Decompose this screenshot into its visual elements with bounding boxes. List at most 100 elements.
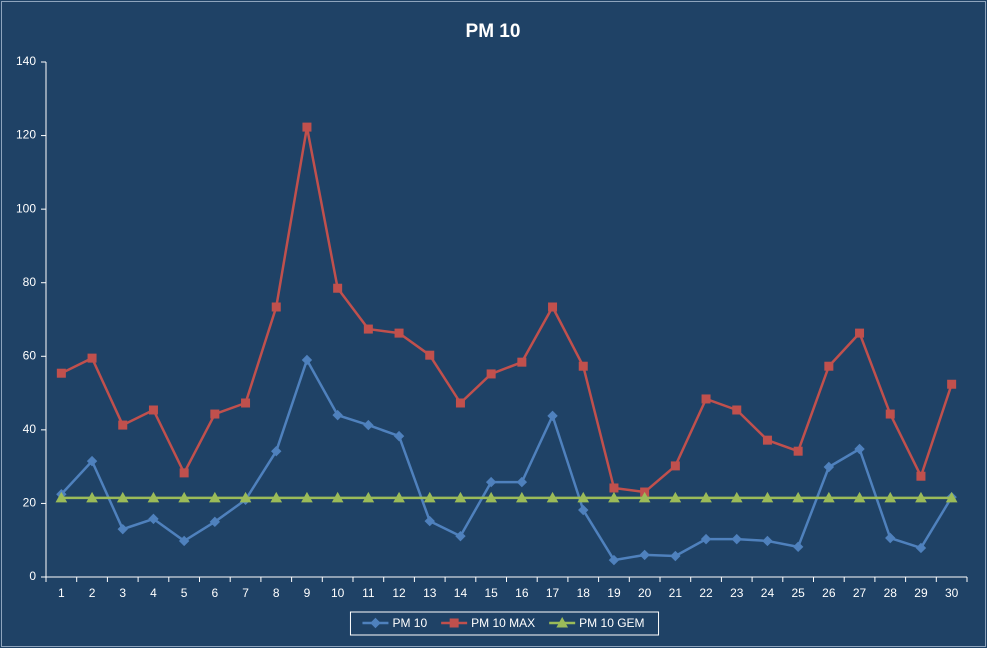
x-tick-label: 20 (638, 586, 652, 600)
marker (454, 491, 467, 503)
marker (449, 618, 459, 628)
legend-box (349, 611, 660, 636)
marker (424, 515, 435, 527)
marker (792, 491, 804, 503)
x-tick-label: 27 (853, 586, 867, 600)
marker (732, 405, 742, 415)
x-tick-label: 29 (914, 586, 928, 600)
legend-label: PM 10 (392, 616, 427, 630)
marker (608, 491, 620, 503)
marker (331, 491, 344, 503)
legend-item: PM 10 (362, 616, 427, 630)
marker (148, 513, 159, 525)
marker (118, 420, 128, 430)
legend-item: PM 10 MAX (441, 616, 535, 630)
x-tick-label: 1 (58, 586, 65, 600)
marker (362, 491, 375, 503)
x-tick-label: 16 (515, 586, 529, 600)
x-tick-label: 11 (362, 586, 375, 600)
marker (793, 446, 803, 456)
marker (915, 491, 927, 503)
marker (885, 532, 896, 544)
marker (516, 476, 528, 488)
x-tick-label: 18 (577, 586, 591, 600)
marker (546, 491, 559, 503)
marker (209, 491, 221, 503)
x-tick-label: 15 (484, 586, 498, 600)
marker (854, 443, 865, 455)
marker (363, 419, 374, 431)
x-tick-label: 25 (791, 586, 805, 600)
marker (884, 491, 897, 503)
marker (301, 491, 313, 503)
marker (762, 535, 773, 547)
marker (241, 398, 251, 408)
marker (55, 491, 68, 503)
marker (855, 328, 865, 338)
marker (700, 533, 712, 545)
y-tick-label: 80 (23, 275, 37, 289)
marker (731, 533, 742, 545)
x-tick-label: 17 (546, 586, 560, 600)
marker (332, 409, 343, 421)
marker (178, 491, 190, 503)
marker (916, 471, 926, 481)
x-tick-label: 2 (89, 586, 96, 600)
x-tick-label: 19 (607, 586, 621, 600)
marker (116, 491, 129, 503)
marker (639, 549, 650, 561)
marker (547, 410, 558, 422)
marker (87, 353, 97, 363)
x-tick-label: 14 (454, 586, 468, 600)
chart-title: PM 10 (466, 21, 521, 42)
marker (209, 516, 221, 528)
x-tick-label: 26 (822, 586, 836, 600)
marker (638, 491, 651, 503)
legend-label: PM 10 GEM (579, 616, 644, 630)
marker (210, 409, 220, 419)
marker (271, 445, 282, 457)
marker (148, 405, 158, 415)
marker (302, 122, 312, 132)
marker (823, 461, 835, 473)
marker (485, 491, 497, 503)
marker (669, 491, 682, 503)
y-tick-label: 20 (23, 496, 37, 510)
x-tick-label: 7 (242, 586, 249, 600)
marker (393, 430, 405, 442)
x-tick-label: 21 (669, 586, 683, 600)
marker (423, 491, 436, 503)
marker (239, 491, 252, 503)
marker (824, 361, 834, 371)
marker (762, 435, 772, 445)
legend: PM 10 PM 10 MAX PM 10 GEM (349, 611, 660, 636)
marker (761, 491, 774, 503)
marker (117, 523, 128, 535)
y-tick-label: 140 (16, 54, 36, 68)
y-tick-label: 40 (23, 422, 37, 436)
marker (885, 409, 895, 419)
marker (485, 476, 497, 488)
legend-item: PM 10 GEM (549, 616, 645, 630)
marker (179, 468, 189, 478)
marker (333, 283, 343, 293)
x-tick-label: 28 (884, 586, 898, 600)
marker (147, 491, 160, 503)
marker (670, 461, 680, 471)
marker (178, 535, 190, 547)
marker (455, 398, 465, 408)
y-tick-label: 100 (16, 201, 36, 215)
x-tick-label: 22 (699, 586, 713, 600)
marker (516, 491, 528, 503)
x-tick-label: 13 (423, 586, 437, 600)
x-tick-label: 6 (212, 586, 219, 600)
legend-label: PM 10 MAX (471, 616, 535, 630)
marker (577, 491, 590, 503)
marker (823, 491, 835, 503)
marker (578, 361, 588, 371)
x-tick-label: 10 (331, 586, 345, 600)
x-tick-label: 5 (181, 586, 188, 600)
